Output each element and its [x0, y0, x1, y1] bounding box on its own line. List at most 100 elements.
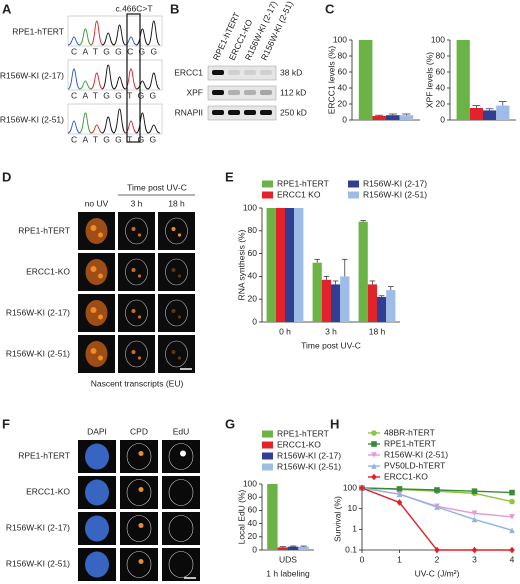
x-axis-label: 1 h labeling: [266, 568, 310, 578]
micrograph: [158, 253, 195, 291]
trace-peak: [124, 120, 138, 134]
trace-peak: [136, 28, 149, 46]
legend-swatch: [262, 180, 273, 188]
bar: [294, 208, 304, 322]
y-tick-label: 40: [248, 518, 258, 528]
y-tick-label: 20: [248, 531, 258, 541]
trace-peak: [67, 68, 81, 90]
row-label: R156W-KI (2-17): [6, 307, 70, 317]
micrograph: [118, 294, 155, 332]
spot: [137, 233, 142, 237]
nucleolus: [90, 307, 97, 313]
bar: [372, 116, 386, 120]
y-tick-label: 40: [436, 82, 446, 92]
panel-label: B: [170, 1, 179, 16]
bar: [288, 546, 299, 550]
spot: [137, 315, 142, 319]
nucleolus: [90, 266, 97, 272]
micrograph: [158, 294, 195, 332]
y-tick-label: 80: [248, 225, 258, 235]
nucleolus: [98, 232, 103, 238]
band-name: XPF: [186, 87, 203, 97]
y-tick-label: 60: [248, 505, 258, 515]
legend-marker: [371, 463, 377, 469]
nucleus: [85, 341, 108, 367]
trace-peak: [113, 76, 126, 90]
legend-label: R156W-KI (2-17): [363, 178, 427, 188]
legend-swatch: [348, 191, 359, 199]
row-label: R156W-KI (2-17): [0, 70, 64, 80]
legend-label: R156W-KI (2-51): [277, 461, 341, 471]
x-tick-label: 1: [397, 554, 402, 564]
nucleus-outline: [168, 551, 194, 578]
y-tick-label: 0: [252, 316, 257, 326]
nucleolus: [98, 314, 103, 320]
legend-label: RPE1-hTERT: [277, 178, 329, 188]
trace-peak: [113, 24, 126, 46]
legend-marker: [371, 441, 377, 447]
y-tick-label: 80: [248, 491, 258, 501]
trace-peak: [147, 72, 160, 90]
error-bar: [342, 258, 348, 277]
micrograph: [162, 476, 200, 509]
blot-band: [228, 110, 240, 115]
nucleolus: [98, 273, 103, 279]
nucleus: [85, 479, 109, 506]
marker: [471, 546, 478, 554]
micrograph: [158, 212, 195, 250]
bar: [340, 276, 350, 322]
spot: [131, 350, 136, 354]
trace-peak: [67, 36, 81, 46]
blot-band: [212, 110, 224, 115]
legend-marker: [371, 473, 377, 481]
error-bar: [402, 113, 411, 116]
mutation-box: [126, 13, 141, 143]
trace-peak: [79, 112, 92, 134]
marker: [509, 514, 515, 520]
panel-label: H: [330, 416, 339, 431]
nucleus: [85, 551, 109, 578]
legend-label: RPE1-hTERT: [384, 438, 436, 448]
marker: [396, 499, 403, 506]
error-bar: [369, 280, 376, 285]
nucleus-outline: [168, 443, 194, 470]
blot-band: [260, 90, 272, 95]
x-tick-label: 4: [510, 554, 515, 564]
blot-band: [260, 70, 272, 75]
nucleus-outline: [125, 258, 148, 286]
x-tick-label: 3: [472, 554, 477, 564]
micrograph: [118, 253, 155, 291]
micrograph: [120, 476, 158, 509]
y-axis-label: RNA synthesis (%): [236, 229, 246, 300]
nucleus-outline: [165, 340, 188, 368]
x-axis-label: UV-C (J/m²): [415, 568, 460, 578]
trace-peak: [136, 80, 149, 90]
trace-peak: [67, 120, 81, 134]
marker: [509, 489, 515, 496]
blot-band: [244, 70, 256, 75]
micrograph: [118, 335, 155, 373]
spot: [171, 268, 176, 272]
nucleus-outline: [126, 515, 152, 542]
blot-band: [260, 110, 272, 115]
row-label: R156W-KI (2-17): [6, 522, 70, 532]
x-tick-label: 2: [435, 554, 440, 564]
y-tick-label: 60: [338, 66, 348, 76]
micrograph: [120, 548, 158, 581]
trace-peak: [124, 68, 138, 90]
trace-peak: [124, 36, 138, 46]
nucleus-outline: [125, 299, 148, 327]
y-tick-label: 0: [342, 114, 347, 124]
nucleus: [85, 300, 108, 326]
cpd-spot: [138, 487, 144, 492]
row-label: ERCC1-KO: [26, 266, 70, 276]
marker: [509, 546, 515, 554]
trace-peak: [79, 28, 92, 46]
nucleus-outline: [168, 479, 194, 506]
row-label: RPE1-hTERT: [18, 450, 70, 460]
band-name: ERCC1: [174, 67, 203, 77]
marker: [359, 484, 365, 492]
spot: [177, 356, 182, 360]
sequence: CATGGTGG: [71, 90, 161, 100]
nucleolus: [90, 348, 97, 354]
